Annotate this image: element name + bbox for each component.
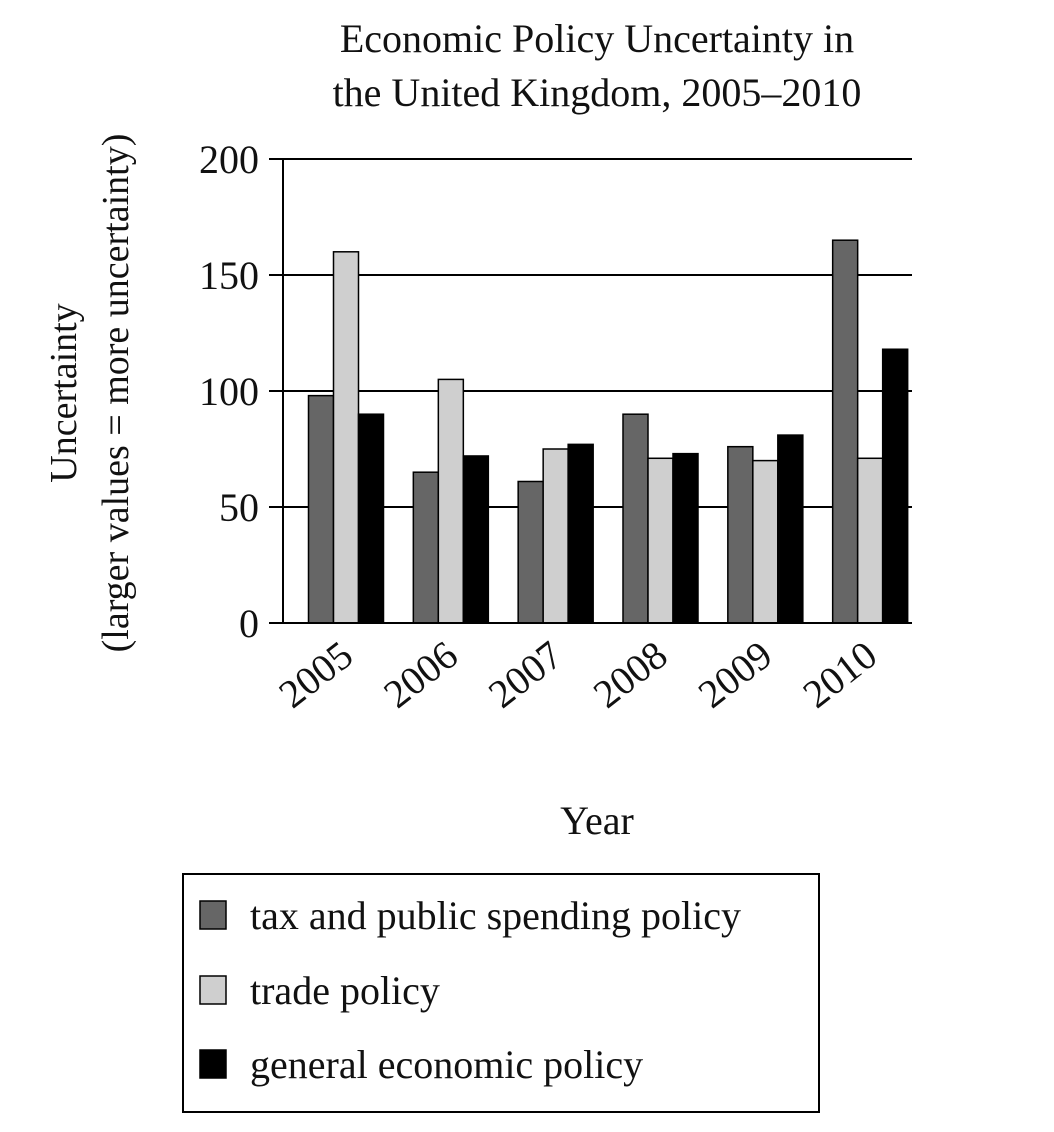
x-tick-label-2009: 2009 [690,632,781,717]
bar-2008-trade-policy [647,457,674,624]
bar-2010-trade-policy [856,457,884,624]
y-axis-label-line-1: Uncertainty [43,303,85,482]
x-tick-label-2007: 2007 [480,632,571,717]
bar-2007-trade-policy [542,448,569,624]
y-tick-label-200: 200 [199,137,259,182]
chart-title-line-1: Economic Policy Uncertainty in [340,16,854,61]
legend-label-tax-and-public-spending: tax and public spending policy [250,893,741,938]
bar-2009-trade-policy [752,459,779,624]
x-tick-label-2008: 2008 [585,632,676,717]
bar-2008-general-economic-policy [672,452,699,624]
bar-2005-trade-policy [332,251,360,624]
bar-2006-general-economic-policy [462,455,490,624]
x-tick-label-2006: 2006 [375,632,466,717]
legend-box [182,873,820,1113]
legend-label-trade-policy: trade policy [250,968,440,1013]
x-axis-ticks: 2005 2006 2007 2008 2009 2010 [270,632,885,717]
bar-2009-general-economic-policy [777,434,804,624]
legend-label-general-economic-policy: general economic policy [250,1042,643,1087]
bar-2010-tax-and-public-spending-policy [831,239,859,624]
y-tick-label-150: 150 [199,253,259,298]
y-axis-label-line-2: (larger values = more uncertainty) [95,134,137,653]
legend-swatch-tax-and-public-spending [199,900,227,930]
legend: tax and public spending policy trade pol… [182,873,820,1113]
bar-2007-tax-and-public-spending-policy [517,480,544,624]
bar-2007-general-economic-policy [567,443,594,624]
bar-2006-tax-and-public-spending-policy [412,471,440,624]
y-axis-label: Uncertainty (larger values = more uncert… [43,134,137,653]
bar-2008-tax-and-public-spending-policy [622,413,649,624]
bar-2009-tax-and-public-spending-policy [727,445,754,624]
bar-2005-tax-and-public-spending-policy [307,394,335,624]
y-tick-label-50: 50 [219,485,259,530]
legend-swatch-trade-policy [199,975,227,1005]
y-tick-label-0: 0 [239,601,259,646]
bar-2005-general-economic-policy [357,413,385,624]
bar-2010-general-economic-policy [881,348,909,624]
x-tick-label-2010: 2010 [794,632,885,717]
bar-2006-trade-policy [437,378,465,624]
y-tick-label-100: 100 [199,369,259,414]
legend-swatch-general-economic-policy [199,1049,227,1079]
chart-title-line-2: the United Kingdom, 2005–2010 [333,70,862,115]
x-axis-label: Year [560,798,634,843]
bars [283,239,912,624]
x-tick-label-2005: 2005 [270,632,361,717]
y-axis-ticks: 0 50 100 150 200 [199,137,283,646]
